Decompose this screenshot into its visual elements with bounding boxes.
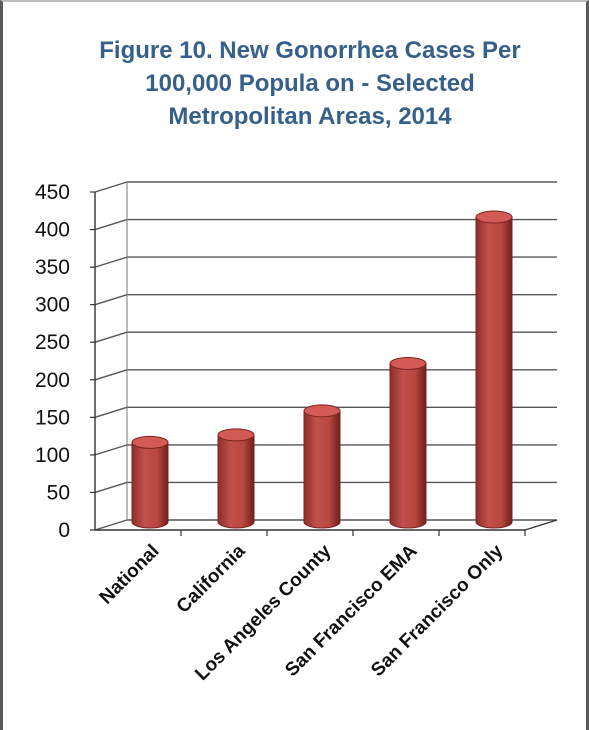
x-category-label: National xyxy=(96,541,164,609)
floor-edge xyxy=(524,519,558,531)
bar xyxy=(303,404,341,529)
y-tick-label: 150 xyxy=(35,406,70,429)
axes xyxy=(90,182,558,536)
y-tick-label: 0 xyxy=(58,519,70,542)
x-category-label: California xyxy=(173,540,250,617)
gridline-side xyxy=(94,406,128,419)
gridline-side xyxy=(94,218,128,231)
bar-top xyxy=(303,404,341,418)
y-tick-label: 450 xyxy=(35,181,70,204)
chart-title: Figure 10. New Gonorrhea Cases Per 100,0… xyxy=(40,34,580,133)
bar xyxy=(475,210,513,529)
gridline-side xyxy=(94,293,128,306)
y-tick-label: 100 xyxy=(35,444,70,467)
gridline-side xyxy=(94,481,128,494)
bar-body xyxy=(217,434,255,529)
y-tick-labels: 0 50 100 150 200 250 300 350 400 450 xyxy=(35,181,70,542)
y-tick-label: 50 xyxy=(47,481,70,504)
bar-top xyxy=(475,210,513,224)
bar-top xyxy=(217,428,255,442)
gridline-side xyxy=(94,519,128,531)
bar xyxy=(217,428,255,529)
bar-body xyxy=(303,410,341,529)
bar-body xyxy=(475,216,513,529)
gridline-side xyxy=(94,331,128,343)
y-tick-label: 350 xyxy=(35,256,70,279)
bar-top xyxy=(131,435,169,449)
bar-body xyxy=(131,441,169,529)
y-tick-label: 250 xyxy=(35,331,70,354)
bars xyxy=(131,210,513,529)
bar xyxy=(389,357,427,529)
bar-body xyxy=(389,363,427,529)
gridline-side xyxy=(94,369,128,381)
chart-title-line-3: Metropolitan Areas, 2014 xyxy=(168,103,452,130)
y-tick-label: 300 xyxy=(35,294,70,317)
chart-title-line-2: 100,000 Popula on - Selected xyxy=(145,70,475,97)
gridline-side xyxy=(94,444,128,456)
bar xyxy=(131,435,169,529)
y-tick-label: 200 xyxy=(35,369,70,392)
gridline-side xyxy=(94,181,128,193)
chart-title-line-1: Figure 10. New Gonorrhea Cases Per xyxy=(99,37,521,64)
gridline-side xyxy=(94,256,128,268)
bar-top xyxy=(389,357,427,371)
y-tick-label: 400 xyxy=(35,219,70,242)
